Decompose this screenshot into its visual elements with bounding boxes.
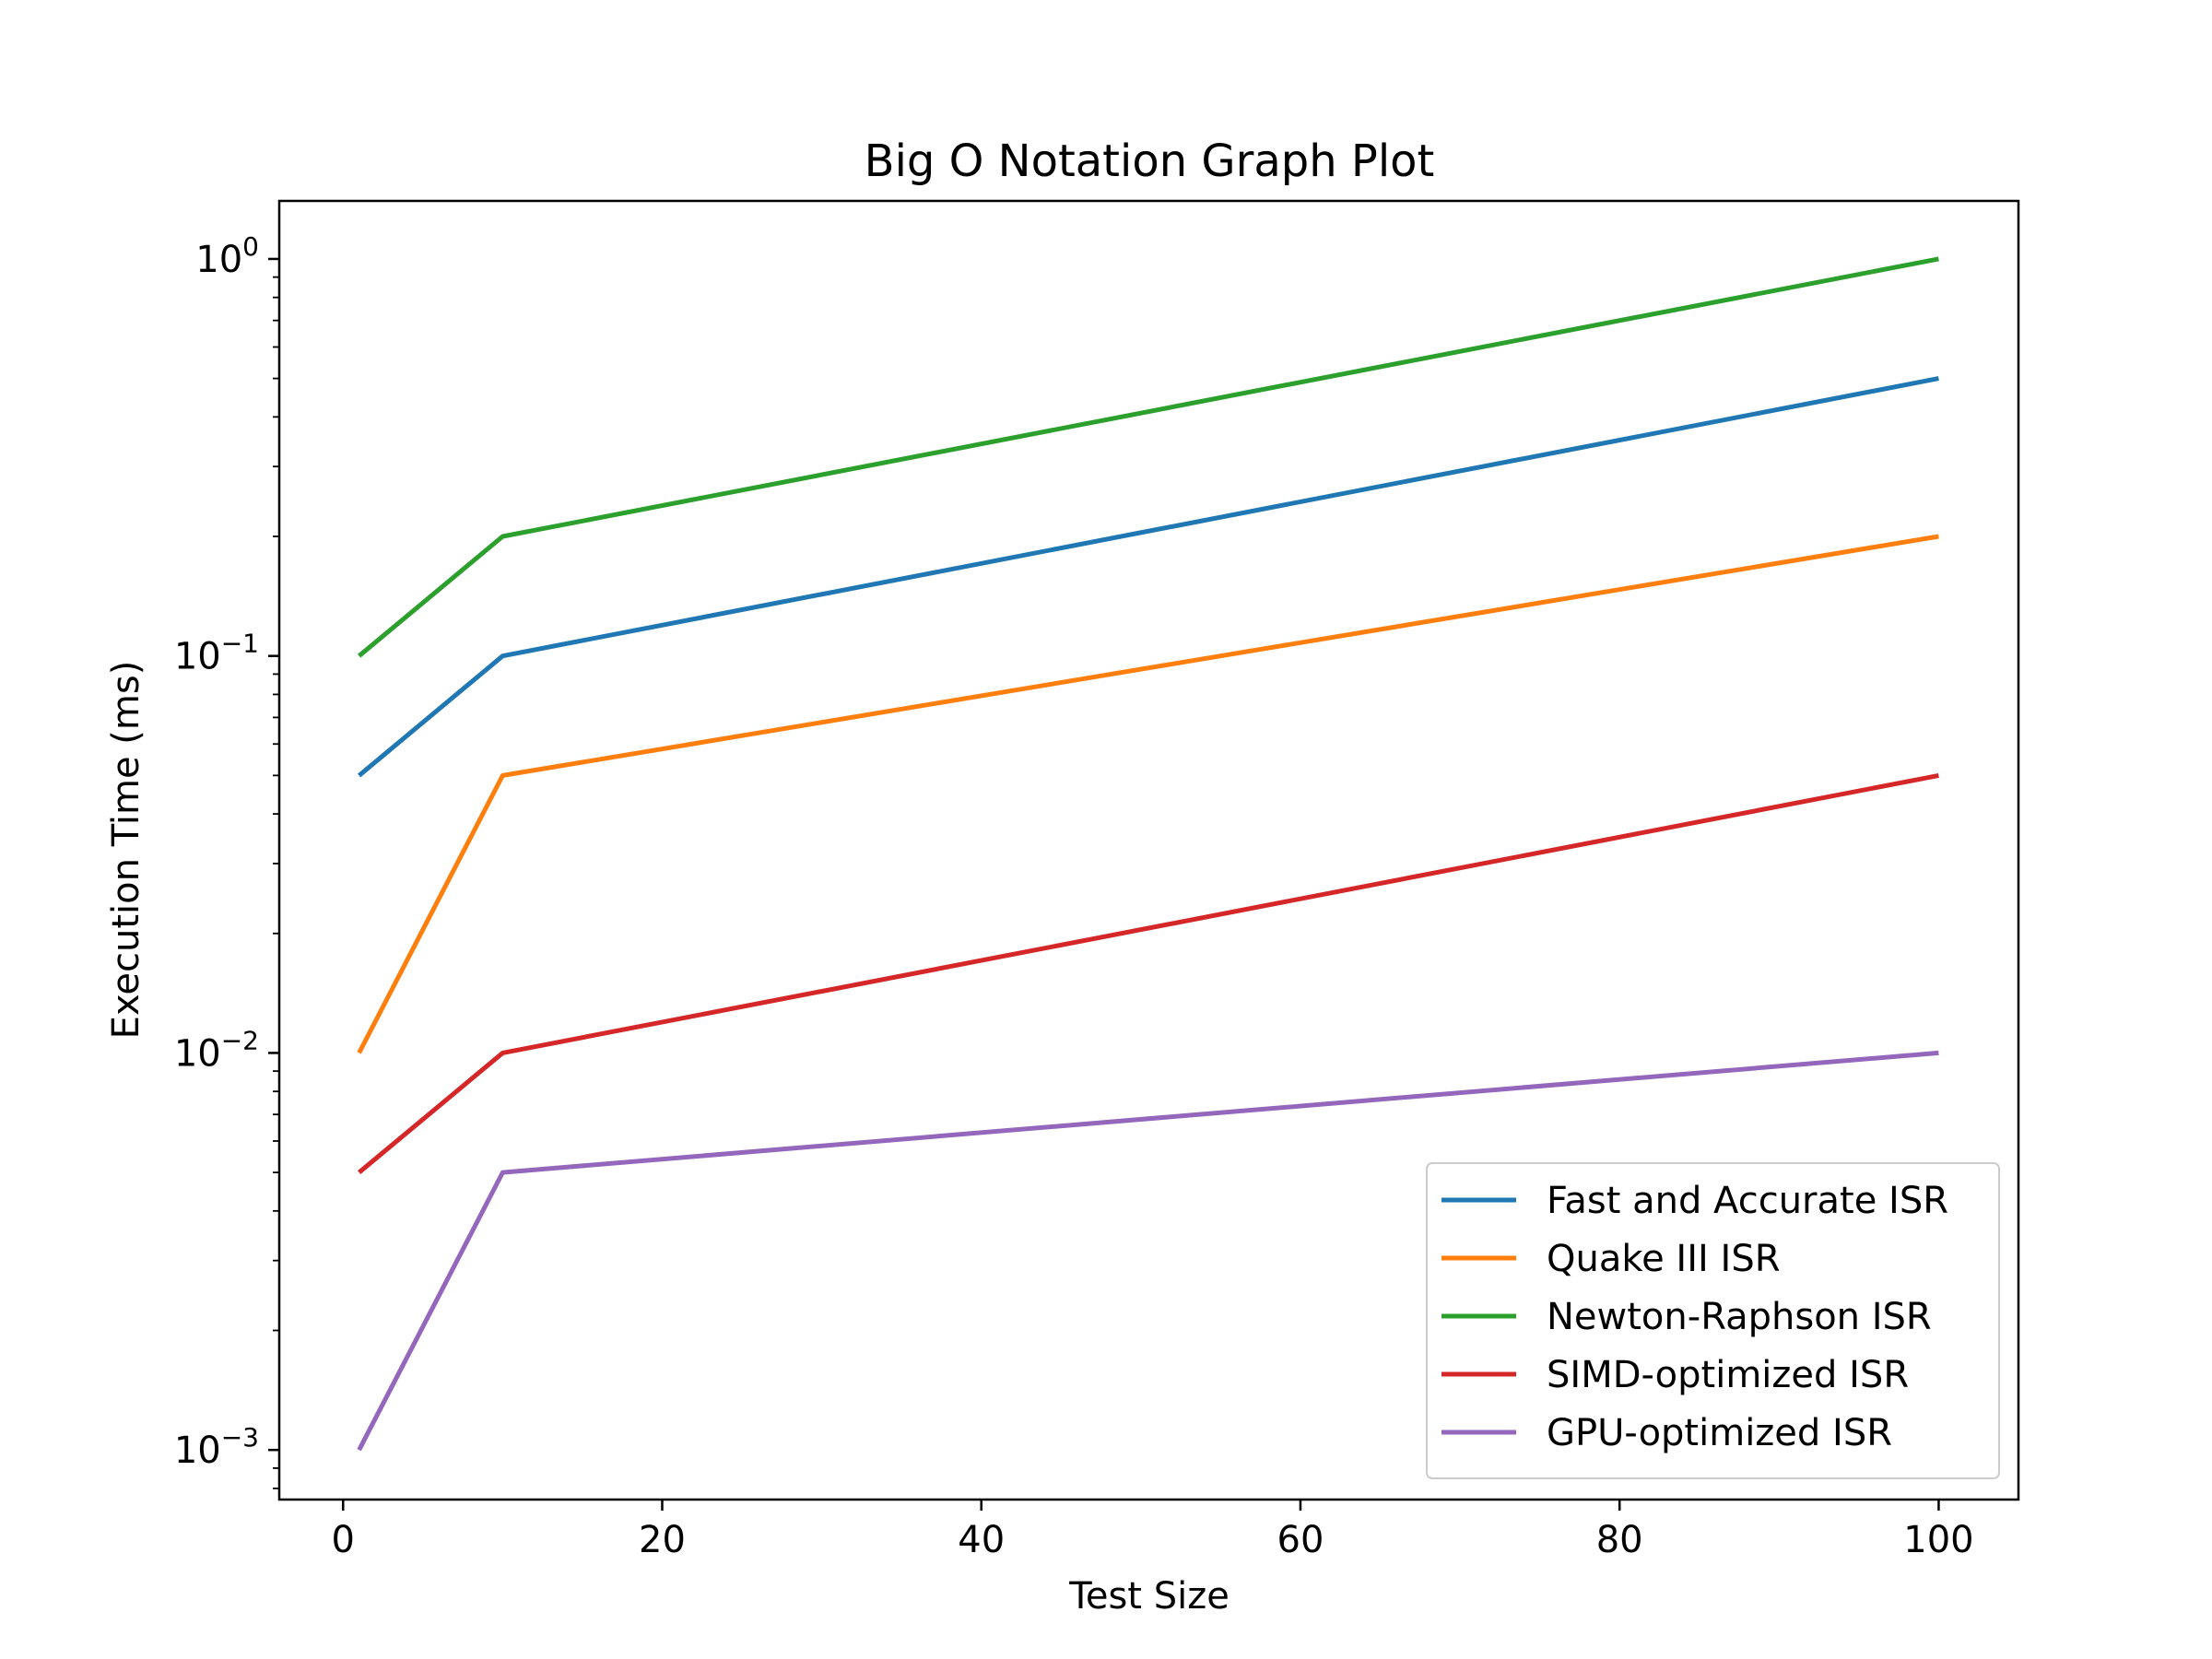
x-tick-label: 80 (1596, 1519, 1643, 1561)
plot-frame (277, 199, 2020, 1501)
x-tick-label: 20 (639, 1519, 686, 1561)
y-tick-label: 10−1 (174, 629, 259, 678)
y-tick-label: 100 (195, 231, 259, 281)
series-line (357, 534, 1939, 1054)
legend-label: Newton-Raphson ISR (1547, 1296, 1932, 1338)
x-axis-label: Test Size (1068, 1575, 1230, 1618)
legend-label: GPU-optimized ISR (1547, 1412, 1892, 1454)
y-tick-label: 10−2 (174, 1025, 259, 1075)
y-axis: 10−3 10−2 10−1 100 (174, 231, 279, 1489)
x-tick-label: 40 (958, 1519, 1005, 1561)
x-tick-label: 60 (1277, 1519, 1324, 1561)
x-tick-label: 100 (1903, 1519, 1973, 1561)
series-line (358, 376, 1939, 778)
legend-label: Quake III ISR (1547, 1238, 1781, 1280)
y-axis-label: Execution Time (ms) (105, 661, 147, 1040)
y-tick-label: 10−3 (174, 1422, 259, 1472)
series-layer (357, 256, 1939, 1452)
x-axis: 0 20 40 60 80 100 (332, 1500, 1974, 1561)
legend-label: SIMD-optimized ISR (1547, 1354, 1909, 1396)
series-line (357, 1050, 1939, 1452)
series-line (358, 256, 1939, 658)
series-line (358, 772, 1939, 1175)
legend-label: Fast and Accurate ISR (1547, 1180, 1948, 1222)
x-tick-label: 0 (332, 1519, 355, 1561)
chart-title: Big O Notation Graph Plot (865, 135, 1435, 187)
legend-box (1426, 1162, 2000, 1479)
legend: Fast and Accurate ISR Quake III ISR Newton… (1426, 1162, 2000, 1479)
